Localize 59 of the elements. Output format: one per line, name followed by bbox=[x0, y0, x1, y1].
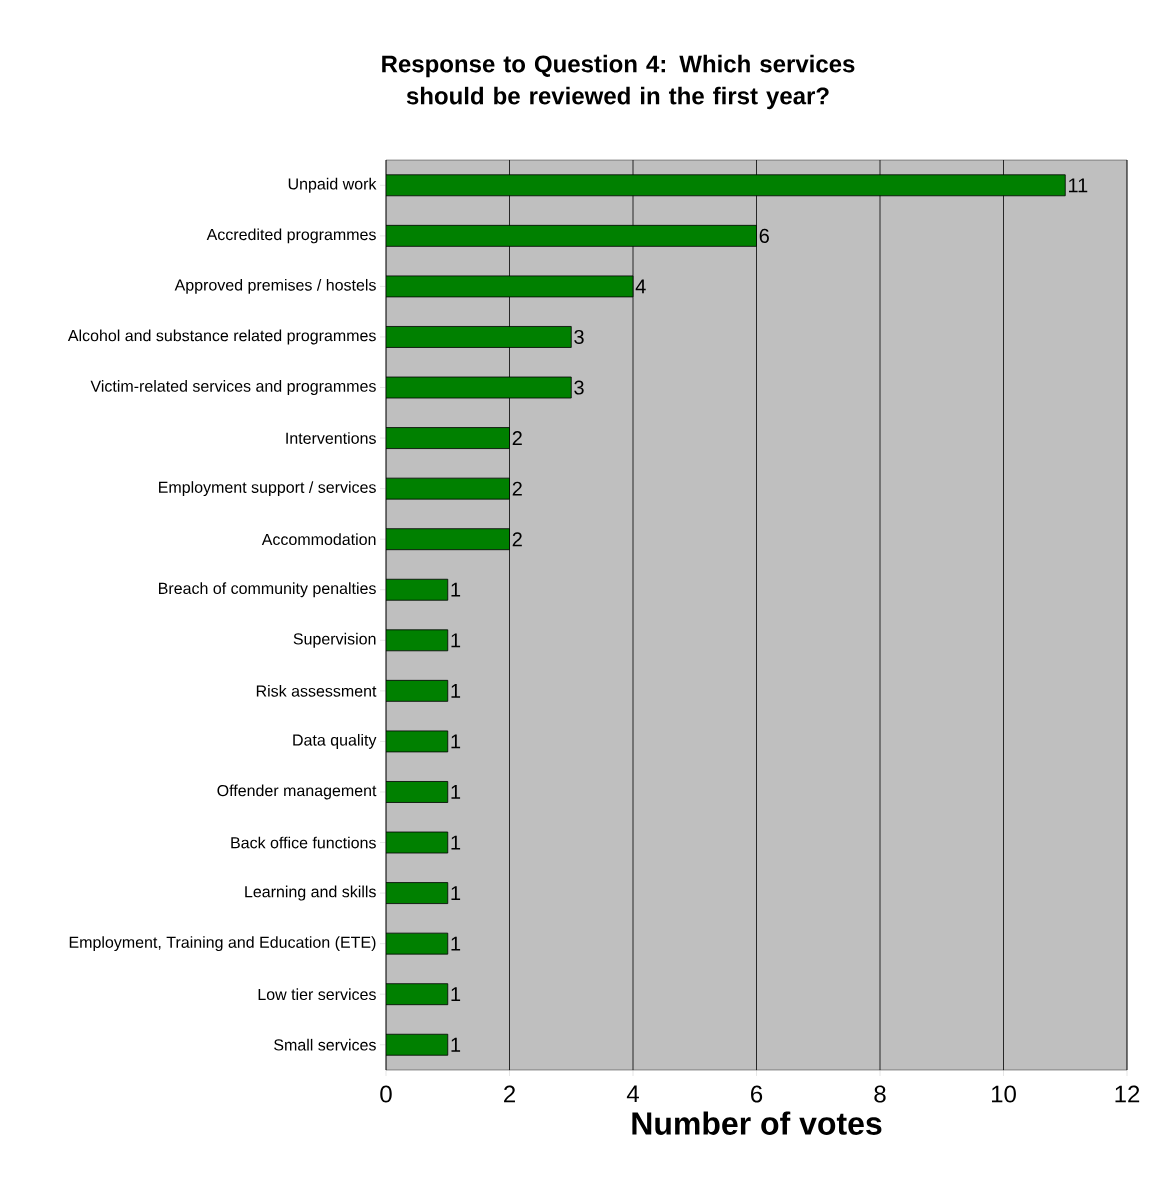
data-label: 1 bbox=[451, 785, 461, 799]
y-tick-label: Low tier services bbox=[258, 988, 376, 1001]
bar bbox=[386, 882, 449, 904]
data-label: 1 bbox=[451, 987, 461, 1002]
data-label: 1 bbox=[451, 633, 461, 648]
bar bbox=[386, 224, 757, 247]
bar bbox=[386, 629, 449, 652]
y-tick-label: Accredited programmes bbox=[206, 228, 376, 244]
bar bbox=[386, 174, 1066, 197]
data-label: 4 bbox=[635, 279, 646, 294]
data-label: 1 bbox=[451, 734, 461, 749]
data-label: 3 bbox=[574, 329, 584, 345]
y-tick-label: Data quality bbox=[293, 733, 377, 749]
bar bbox=[386, 1033, 449, 1056]
data-label: 2 bbox=[512, 532, 522, 547]
y-tick-label: Victim-related services and programmes bbox=[90, 380, 376, 395]
bar bbox=[386, 376, 572, 399]
data-label: 1 bbox=[451, 886, 461, 900]
data-label: 1 bbox=[451, 1037, 461, 1052]
bar bbox=[386, 326, 572, 348]
x-tick-label: 6 bbox=[751, 1085, 763, 1103]
data-label: 1 bbox=[451, 835, 461, 850]
bar bbox=[386, 528, 510, 551]
bar bbox=[386, 427, 510, 449]
x-tick-label: 10 bbox=[991, 1085, 1016, 1103]
data-label: 2 bbox=[512, 481, 522, 496]
y-tick-label: Employment, Training and Education (ETE) bbox=[69, 936, 376, 952]
x-tick-label: 8 bbox=[874, 1085, 886, 1103]
y-tick-label: Risk assessment bbox=[256, 684, 377, 697]
data-label: 1 bbox=[451, 936, 461, 951]
bar bbox=[386, 578, 449, 601]
y-tick-label: Back office functions bbox=[231, 836, 376, 849]
x-tick-label: 2 bbox=[504, 1085, 515, 1103]
data-label: 1 bbox=[451, 582, 461, 597]
y-tick-label: Accommodation bbox=[261, 533, 376, 546]
data-label: 11 bbox=[1068, 178, 1088, 193]
y-tick-label: Small services bbox=[274, 1038, 376, 1051]
data-label: 1 bbox=[451, 683, 461, 698]
y-tick-label: Employment support / services bbox=[159, 481, 376, 497]
chart-title: Response to Question 4: Which services should be reviewed in the first year? bbox=[382, 54, 855, 110]
x-axis-title: Number of votes bbox=[632, 1111, 882, 1135]
bar bbox=[386, 275, 634, 298]
data-label: 2 bbox=[512, 431, 522, 446]
x-tick-label: 4 bbox=[626, 1085, 639, 1103]
bar bbox=[386, 983, 449, 1006]
y-tick-label: Alcohol and substance related programmes bbox=[67, 329, 376, 345]
y-tick-label: Interventions bbox=[286, 432, 376, 444]
y-tick-label: Supervision bbox=[293, 632, 376, 648]
y-tick-label: Learning and skills bbox=[245, 885, 376, 901]
x-tick-label: 0 bbox=[380, 1085, 392, 1103]
data-label: 6 bbox=[759, 228, 769, 243]
y-tick-label: Unpaid work bbox=[288, 177, 377, 193]
y-tick-label: Breach of community penalties bbox=[159, 582, 376, 598]
data-label: 3 bbox=[574, 380, 584, 395]
bar bbox=[386, 781, 449, 803]
y-tick-label: Offender management bbox=[217, 784, 377, 800]
x-tick-label: 12 bbox=[1115, 1085, 1140, 1103]
bar bbox=[386, 679, 449, 702]
y-tick-label: Approved premises / hostels bbox=[174, 278, 376, 294]
